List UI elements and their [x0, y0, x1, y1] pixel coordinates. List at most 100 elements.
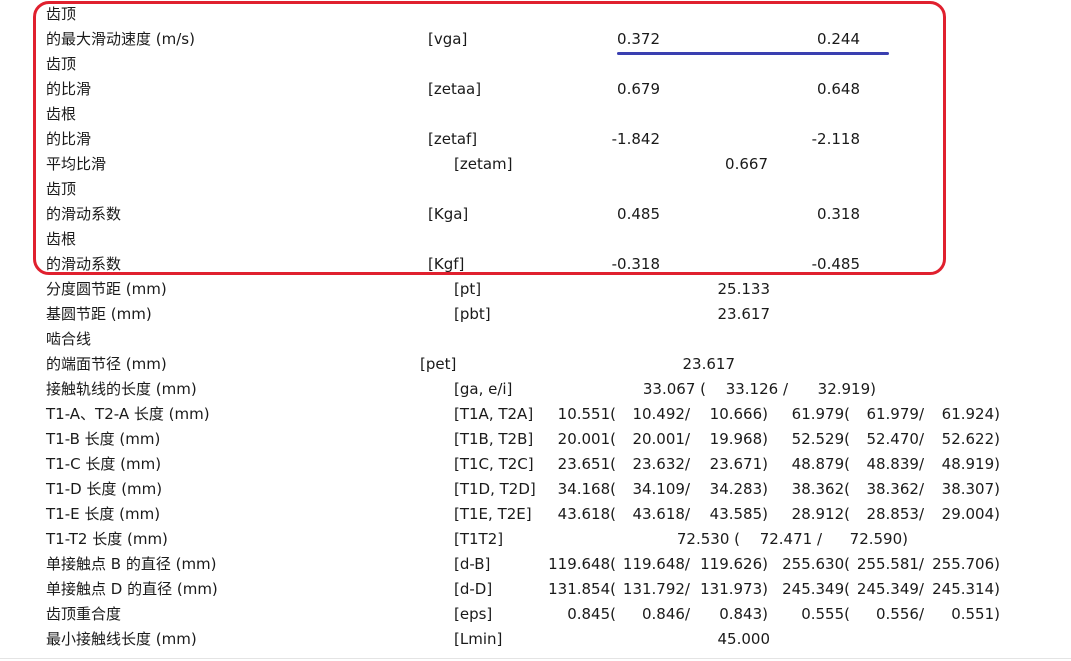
row-label: 的端面节径 (mm)	[46, 355, 167, 373]
value-shared: 25.133	[717, 280, 771, 298]
report-row: T1-A、T2-A 长度 (mm) [T1A, T2A] 10.551( 10.…	[0, 402, 1071, 427]
value-g2-min: 52.470/	[866, 430, 924, 448]
row-label: T1-D 长度 (mm)	[46, 480, 163, 498]
row-label: 齿根	[46, 230, 77, 248]
value-g2-min: 0.556/	[876, 605, 924, 623]
row-key: [T1B, T2B]	[454, 430, 534, 448]
value-shared: 45.000	[717, 630, 771, 648]
row-label: 齿顶	[46, 55, 77, 73]
row-label: 的比滑	[46, 80, 92, 98]
value-g1-mean: 10.551(	[557, 405, 616, 423]
value-gear1: 0.372	[617, 30, 660, 48]
value-g1-min: 131.792/	[622, 580, 690, 598]
value-shared: 23.617	[682, 355, 736, 373]
row-label: T1-T2 长度 (mm)	[46, 530, 168, 548]
row-key: [eps]	[454, 605, 493, 623]
value-max: 32.919)	[817, 380, 876, 398]
row-key: [T1E, T2E]	[454, 505, 532, 523]
value-gear2: -2.118	[811, 130, 860, 148]
row-key: [zetaa]	[428, 80, 482, 98]
value-g2-mean: 61.979(	[791, 405, 850, 423]
row-key: [zetaf]	[428, 130, 478, 148]
value-shared: 23.617	[717, 305, 771, 323]
row-label: 啮合线	[46, 330, 92, 348]
value-gear1: -1.842	[611, 130, 660, 148]
row-key: [Kgf]	[428, 255, 465, 273]
value-gear2: -0.485	[811, 255, 860, 273]
row-label: T1-B 长度 (mm)	[46, 430, 161, 448]
row-key: [zetam]	[454, 155, 513, 173]
value-gear2: 0.648	[817, 80, 860, 98]
value-g2-min: 61.979/	[866, 405, 924, 423]
row-key: [vga]	[428, 30, 468, 48]
value-g2-mean: 48.879(	[791, 455, 850, 473]
value-shared: 0.667	[725, 155, 768, 173]
value-g1-mean: 20.001(	[557, 430, 616, 448]
row-key: [ga, e/i]	[454, 380, 513, 398]
value-gear2: 0.318	[817, 205, 860, 223]
report-row: 最小接触线长度 (mm) [Lmin] 45.000	[0, 627, 1071, 652]
value-g2-max: 245.314)	[932, 580, 1000, 598]
report-row: 接触轨线的长度 (mm) [ga, e/i] 33.067 ( 33.126 /…	[0, 377, 1071, 402]
value-g2-mean: 28.912(	[791, 505, 850, 523]
row-label: 的滑动系数	[46, 205, 122, 223]
row-key: [T1C, T2C]	[454, 455, 534, 473]
value-g2-max: 38.307)	[941, 480, 1000, 498]
report-row: 齿顶	[0, 52, 1071, 77]
row-key: [T1T2]	[454, 530, 504, 548]
value-g1-max: 131.973)	[700, 580, 768, 598]
value-g1-min: 43.618/	[632, 505, 690, 523]
row-label: 的最大滑动速度 (m/s)	[46, 30, 195, 48]
underline-annotation	[617, 52, 889, 55]
report-row: 的比滑 [zetaa] 0.679 0.648	[0, 77, 1071, 102]
value-mean: 33.067 (	[642, 380, 706, 398]
row-label: 基圆节距 (mm)	[46, 305, 152, 323]
value-g1-mean: 131.854(	[548, 580, 616, 598]
value-g1-max: 119.626)	[700, 555, 768, 573]
value-g1-min: 10.492/	[632, 405, 690, 423]
value-g2-max: 52.622)	[941, 430, 1000, 448]
row-key: [pt]	[454, 280, 482, 298]
value-g1-min: 0.846/	[642, 605, 690, 623]
value-g1-mean: 23.651(	[557, 455, 616, 473]
row-label: 单接触点 B 的直径 (mm)	[46, 555, 217, 573]
report-row: T1-C 长度 (mm) [T1C, T2C] 23.651( 23.632/ …	[0, 452, 1071, 477]
row-label: 齿根	[46, 105, 77, 123]
value-g1-max: 10.666)	[709, 405, 768, 423]
value-g2-min: 245.349/	[856, 580, 924, 598]
report-row: 分度圆节距 (mm) [pt] 25.133	[0, 277, 1071, 302]
report-row: 的滑动系数 [Kga] 0.485 0.318	[0, 202, 1071, 227]
value-g1-min: 34.109/	[632, 480, 690, 498]
value-gear1: -0.318	[611, 255, 660, 273]
value-g1-mean: 0.845(	[567, 605, 616, 623]
row-key: [Kga]	[428, 205, 469, 223]
report-row: 齿顶	[0, 2, 1071, 27]
report-row: 齿根	[0, 227, 1071, 252]
value-g1-mean: 119.648(	[548, 555, 616, 573]
value-g2-max: 48.919)	[941, 455, 1000, 473]
value-g1-max: 34.283)	[709, 480, 768, 498]
value-g2-min: 48.839/	[866, 455, 924, 473]
report-row: 啮合线	[0, 327, 1071, 352]
row-label: 的比滑	[46, 130, 92, 148]
value-g1-min: 23.632/	[632, 455, 690, 473]
value-g1-mean: 34.168(	[557, 480, 616, 498]
value-min: 33.126 /	[725, 380, 788, 398]
value-g2-mean: 52.529(	[791, 430, 850, 448]
value-g2-max: 61.924)	[941, 405, 1000, 423]
value-g2-mean: 38.362(	[791, 480, 850, 498]
row-label: 接触轨线的长度 (mm)	[46, 380, 197, 398]
row-key: [pet]	[420, 355, 457, 373]
report-row: T1-B 长度 (mm) [T1B, T2B] 20.001( 20.001/ …	[0, 427, 1071, 452]
value-g2-min: 28.853/	[866, 505, 924, 523]
value-g1-max: 0.843)	[719, 605, 768, 623]
report-row: 齿顶	[0, 177, 1071, 202]
value-g2-max: 29.004)	[941, 505, 1000, 523]
value-g2-max: 255.706)	[932, 555, 1000, 573]
report-row: 齿根	[0, 102, 1071, 127]
value-g1-max: 19.968)	[709, 430, 768, 448]
row-label: 最小接触线长度 (mm)	[46, 630, 197, 648]
value-g1-max: 43.585)	[709, 505, 768, 523]
report-row: 的滑动系数 [Kgf] -0.318 -0.485	[0, 252, 1071, 277]
row-label: 分度圆节距 (mm)	[46, 280, 167, 298]
